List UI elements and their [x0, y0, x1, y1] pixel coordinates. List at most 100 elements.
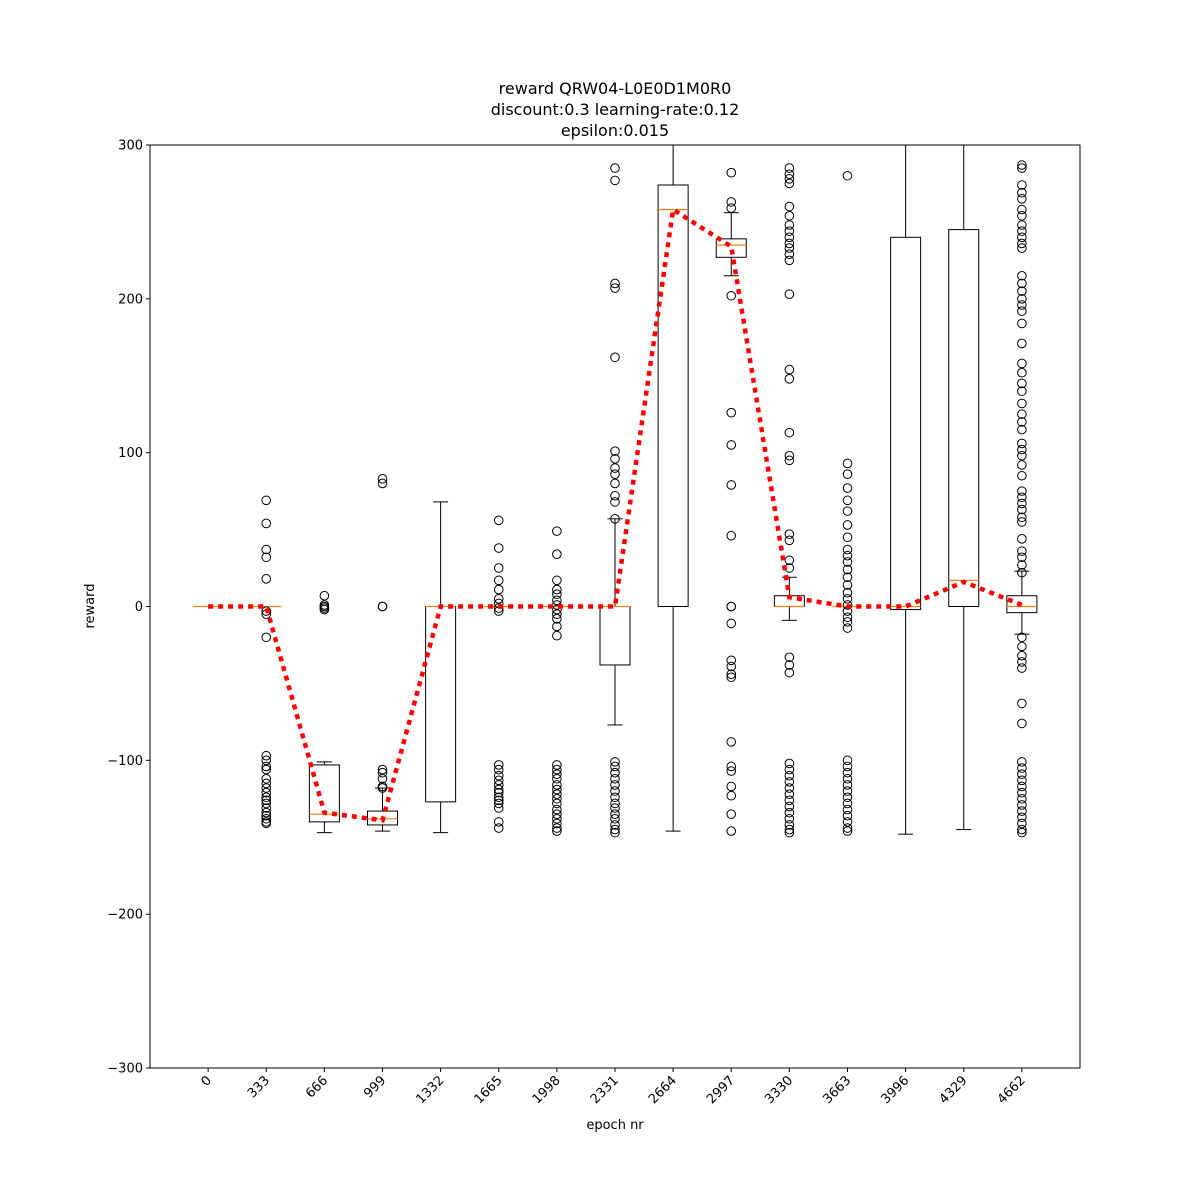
box-body [367, 810, 398, 826]
flier-point [493, 803, 504, 813]
flier-point [784, 163, 795, 173]
flier-point [1017, 787, 1027, 798]
flier-point [261, 798, 272, 809]
flier-point [1017, 278, 1027, 289]
flier-point [261, 803, 272, 813]
flier-point [842, 798, 853, 809]
flier-point [784, 555, 795, 566]
flier-point [1017, 338, 1027, 349]
flier-point [1017, 641, 1027, 652]
flier-point [726, 167, 737, 178]
flier-point [261, 818, 272, 829]
flier-point [784, 174, 795, 184]
flier-point [842, 826, 853, 836]
flier-point [261, 750, 272, 761]
flier-point [552, 784, 562, 795]
flier-point [1017, 306, 1027, 316]
flier-point [493, 575, 504, 586]
flier-point [842, 804, 853, 815]
flier-point [784, 289, 795, 300]
box-1998 [541, 526, 572, 836]
flier-point [610, 809, 620, 819]
flier-point [610, 283, 620, 293]
flier-point [1017, 187, 1027, 198]
flier-point [784, 667, 795, 678]
flier-point [552, 589, 562, 599]
flier-point [784, 820, 795, 830]
flier-point [377, 601, 388, 612]
flier-point [842, 780, 853, 790]
flier-point [261, 632, 272, 643]
flier-point [1017, 552, 1027, 563]
flier-point [552, 609, 562, 619]
chart-title-line-2: discount:0.3 learning-rate:0.12 [491, 100, 740, 119]
flier-point [726, 601, 737, 612]
flier-point [261, 606, 272, 616]
flier-point [610, 761, 620, 772]
flier-point [1017, 775, 1027, 786]
flier-point [552, 604, 562, 615]
box-333 [251, 495, 282, 829]
flier-point [1017, 424, 1027, 435]
flier-point [1017, 270, 1027, 281]
flier-point [261, 813, 272, 824]
flier-point [261, 787, 272, 798]
flier-point [552, 760, 562, 770]
y-tick-label: 200 [118, 292, 143, 307]
box-4662 [1006, 160, 1038, 838]
flier-point [842, 594, 853, 604]
flier-point [784, 660, 795, 670]
flier-point [1017, 220, 1027, 230]
flier-point [726, 655, 737, 666]
flier-point [261, 795, 272, 806]
box-3663 [832, 170, 863, 836]
flier-point [1017, 824, 1027, 835]
flier-point [261, 807, 272, 818]
flier-point [842, 469, 853, 480]
flier-point [552, 595, 562, 606]
flier-point [552, 621, 562, 632]
flier-point [610, 469, 620, 480]
flier-point [784, 427, 795, 438]
flier-point [842, 550, 853, 561]
flier-point [493, 563, 504, 573]
flier-point [842, 755, 853, 766]
flier-point [493, 515, 504, 526]
flier-point [493, 792, 504, 803]
flier-point [784, 364, 795, 375]
flier-point [610, 786, 620, 796]
flier-point [842, 458, 853, 469]
flier-point [261, 764, 272, 775]
flier-point [261, 778, 272, 789]
flier-point [1017, 504, 1027, 515]
flier-point [1017, 818, 1027, 829]
flier-point [377, 767, 388, 778]
flier-point [1017, 300, 1027, 310]
flier-point [1017, 470, 1027, 481]
flier-point [610, 792, 620, 803]
flier-point [726, 809, 737, 819]
flier-point [610, 798, 620, 809]
flier-point [784, 450, 795, 461]
flier-point [842, 587, 853, 598]
flier-point [261, 810, 272, 821]
flier-point [726, 761, 737, 772]
box-body [1006, 595, 1038, 614]
flier-point [1017, 517, 1027, 527]
flier-point [784, 220, 795, 230]
flier-point [784, 210, 795, 221]
flier-point [1017, 460, 1027, 470]
flier-point [261, 495, 272, 506]
flier-point [261, 518, 272, 529]
mean-line [208, 205, 1023, 823]
flier-point [552, 780, 562, 790]
clipped-marks [193, 145, 1038, 838]
flier-point [610, 352, 620, 363]
flier-point [493, 584, 504, 595]
flier-point [784, 169, 795, 180]
flier-point [493, 770, 504, 781]
flier-point [1017, 294, 1027, 304]
flier-point [610, 278, 620, 289]
flier-point [1017, 386, 1027, 396]
